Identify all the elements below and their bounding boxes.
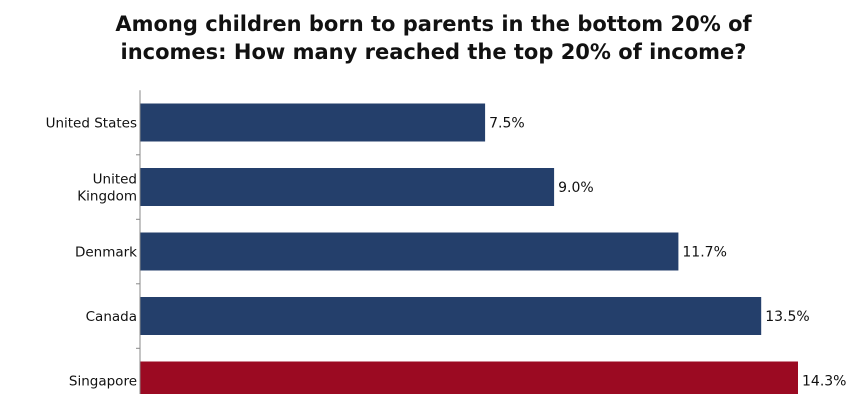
category-label-line: Denmark [75,245,137,261]
category-label-4: Canada [86,309,137,325]
bar-2 [140,168,555,206]
category-label-line: Singapore [69,374,137,390]
category-label-2: United Kingdom [77,172,137,205]
chart-title-line-1: Among children born to parents in the bo… [115,12,752,36]
category-label-line: Canada [86,309,137,325]
category-label-3: Denmark [75,245,137,261]
chart-title: Among children born to parents in the bo… [0,10,867,66]
bar-3 [140,232,679,271]
value-label-5: 14.3% [802,374,846,390]
category-label-line: United [93,172,137,188]
value-label-3: 11.7% [682,245,726,261]
chart-title-line-2: incomes: How many reached the top 20% of… [120,40,747,64]
category-label-line: Kingdom [77,189,137,205]
bar-5 [140,361,798,394]
bar-4 [140,297,762,335]
value-label-2: 9.0% [558,180,594,196]
value-label-1: 7.5% [489,116,525,132]
value-label-4: 13.5% [765,309,809,325]
category-label-1: United States [46,116,137,132]
category-label-5: Singapore [69,374,137,390]
bar-1 [140,103,486,142]
category-label-line: United States [46,116,137,132]
